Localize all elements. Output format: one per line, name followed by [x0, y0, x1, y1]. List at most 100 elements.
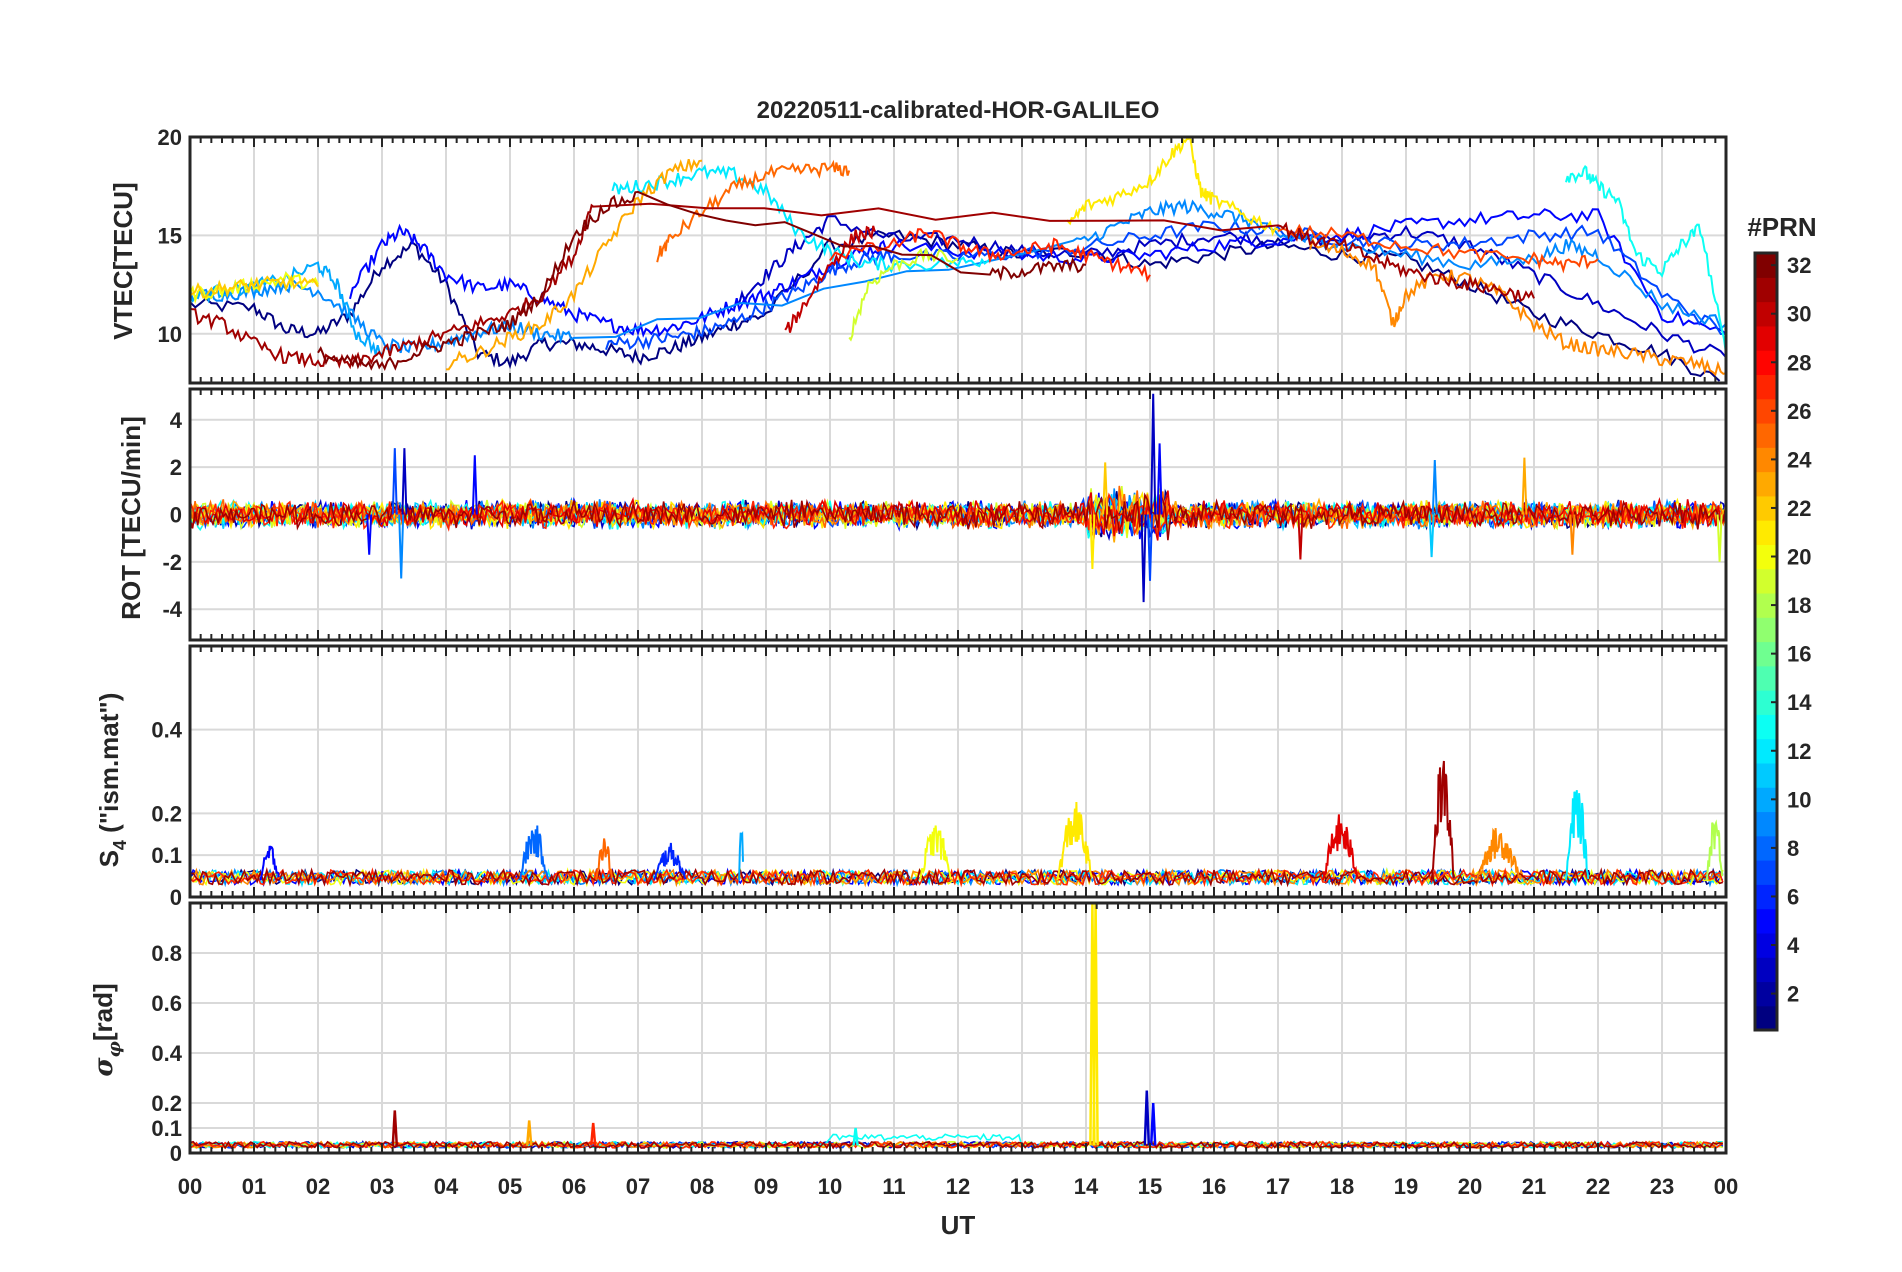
vtec-series-prn-32 [317, 190, 1087, 372]
s4-burst-prn-5 [259, 845, 280, 881]
vtec-series-prn-24 [1309, 236, 1726, 377]
vtec-series-prn-13 [1565, 165, 1726, 354]
sigma-spike [1143, 1090, 1151, 1146]
axes-frame [188, 387, 1728, 642]
s4-burst-prn-21 [1056, 801, 1093, 881]
chart-title: 20220511-calibrated-HOR-GALILEO [757, 97, 1160, 124]
x-tick-label: 13 [1010, 1174, 1034, 1199]
x-tick-label: 19 [1394, 1174, 1418, 1199]
colorbar-band [1755, 665, 1777, 691]
rot-panel: -4 -2 0 2 4 [162, 387, 1728, 642]
rot-series-prn-31 [190, 492, 1726, 541]
s4-burst-prn-20 [918, 825, 953, 881]
colorbar-tick-label: 14 [1787, 690, 1812, 715]
rot-spike [1428, 514, 1435, 558]
s4-panel: 0 0.1 0.2 0.4 [151, 644, 1728, 910]
rot-spike [1102, 462, 1109, 515]
s4-burst-prn-24 [1475, 827, 1522, 881]
y-tick-label: -2 [162, 550, 182, 575]
colorbar-tick-label: 6 [1787, 884, 1799, 909]
s4-burst-prn-10 [738, 830, 744, 881]
x-tick-label: 12 [946, 1174, 970, 1199]
vtec-series-prn-19 [848, 247, 959, 342]
sigma-spike [589, 1122, 597, 1146]
s4-burst-prn-6 [653, 842, 687, 881]
colorbar-band [1755, 325, 1777, 351]
sigma-spike [852, 1127, 859, 1146]
colorbar-tick-label: 32 [1787, 253, 1811, 278]
colorbar-band [1755, 592, 1777, 618]
colorbar-tick-label: 22 [1787, 496, 1811, 521]
rot-spike [1150, 393, 1157, 515]
y-tick-label: 0 [170, 503, 182, 528]
vtec-series-prn-31 [190, 202, 1535, 370]
colorbar-band [1755, 520, 1777, 545]
colorbar-band [1755, 301, 1777, 327]
sigma-spike [391, 1110, 399, 1146]
x-axis-label: UT [941, 1210, 976, 1240]
vtec-ylabel: VTEC[TECU] [108, 182, 138, 339]
vtec-series-prn-26 [1277, 223, 1599, 274]
colorbar-tick-label: 26 [1787, 399, 1811, 424]
vtec-data [190, 137, 1726, 382]
colorbar-band [1755, 350, 1777, 376]
y-tick-label: 0.4 [151, 718, 182, 743]
colorbar-tick-label: 24 [1787, 447, 1812, 472]
colorbar-tick-label: 4 [1787, 933, 1800, 958]
x-tick-label: 01 [242, 1174, 266, 1199]
rot-spike [1431, 460, 1438, 515]
colorbar-tick-label: 12 [1787, 739, 1811, 764]
y-tick-label: 20 [158, 125, 182, 150]
rot-spike [398, 514, 405, 579]
vtec-panel: 10 15 20 [158, 125, 1728, 385]
y-tick-label: 0.2 [151, 1091, 182, 1116]
vtec-series-prn-25 [656, 159, 851, 263]
y-tick-label: 4 [170, 408, 183, 433]
rot-spike [1156, 443, 1163, 515]
rot-series-prn-29 [190, 490, 1726, 541]
colorbar-tick-label: 10 [1787, 787, 1811, 812]
colorbar-tick-label: 20 [1787, 545, 1811, 570]
colorbar-band [1755, 398, 1777, 424]
y-tick-label: 0 [170, 1141, 182, 1166]
colorbar-band [1755, 374, 1777, 400]
colorbar-band [1755, 447, 1777, 473]
x-tick-label: 14 [1074, 1174, 1099, 1199]
x-tick-label: 10 [818, 1174, 842, 1199]
s4-ylabel: S4 ("ism.mat") [94, 693, 130, 868]
s4-burst-prn-12 [1565, 790, 1590, 881]
colorbar-band [1755, 957, 1777, 983]
vtec-series-prn-1 [190, 229, 1721, 382]
rot-spike [1140, 514, 1147, 603]
x-tick-labels: 00 01 02 03 04 05 06 07 08 09 10 11 12 13 14 15 16 17 18 19… [178, 1174, 1738, 1199]
x-tick-label: 03 [370, 1174, 394, 1199]
s4-burst-prn-18 [1705, 819, 1724, 881]
vtec-series-prn-3 [733, 215, 1726, 359]
s4-burst-prn-29 [1321, 814, 1359, 881]
vtec-series-prn-7 [605, 219, 1726, 351]
colorbar-tick-label: 2 [1787, 982, 1799, 1007]
s4-series-prn-27 [190, 867, 1724, 888]
s4-burst-prn-25 [595, 838, 613, 881]
vtec-series-prn-30 [784, 225, 876, 333]
sigma-phi-panel: 00.10.2 0.4 0.6 0.8 [151, 901, 1728, 1166]
colorbar-band [1755, 787, 1777, 813]
s4-data [190, 760, 1724, 888]
y-tick-label: 15 [158, 223, 182, 248]
x-tick-label: 04 [434, 1174, 459, 1199]
colorbar-band [1755, 471, 1777, 497]
colorbar-tick-label: 28 [1787, 350, 1811, 375]
y-tick-label: 0.4 [151, 1041, 182, 1066]
y-tick-label: 0.6 [151, 991, 182, 1016]
colorbar-tick-label: 16 [1787, 642, 1811, 667]
y-tick-label: 10 [158, 322, 182, 347]
colorbar-band [1755, 835, 1777, 861]
x-tick-label: 20 [1458, 1174, 1482, 1199]
colorbar-band [1755, 277, 1777, 303]
x-tick-label: 06 [562, 1174, 586, 1199]
vtec-series-prn-27 [829, 228, 1151, 283]
rot-spike [1089, 514, 1096, 569]
axes-frame [188, 644, 1728, 899]
